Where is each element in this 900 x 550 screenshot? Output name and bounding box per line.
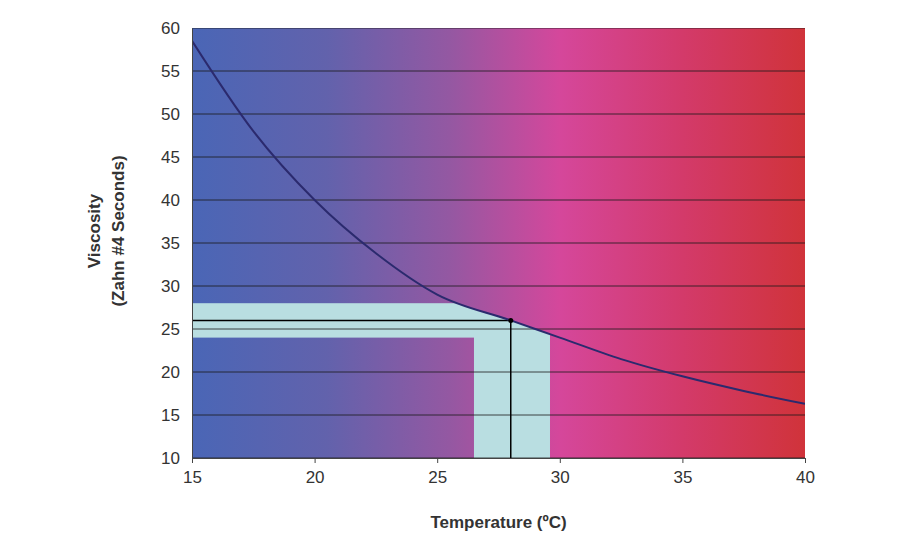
chart: 1520253035401015202530354045505560Temper… bbox=[0, 0, 900, 550]
grid-line bbox=[192, 28, 805, 29]
grid-line bbox=[192, 372, 805, 373]
tick: 35 bbox=[673, 458, 692, 487]
grid-line bbox=[192, 71, 805, 72]
tick-label: 15 bbox=[183, 468, 202, 487]
tick-label: 20 bbox=[161, 363, 180, 382]
plot: 1520253035401015202530354045505560 bbox=[161, 19, 815, 487]
tick-label: 30 bbox=[161, 277, 180, 296]
tick-label: 20 bbox=[306, 468, 325, 487]
tick-label: 35 bbox=[161, 234, 180, 253]
reference-line-horizontal bbox=[192, 320, 511, 322]
grid-line bbox=[192, 243, 805, 244]
tick-label: 50 bbox=[161, 105, 180, 124]
marks bbox=[192, 28, 805, 458]
bands bbox=[192, 303, 550, 458]
y-axis: 10 15 20 25 30 35 40 45 50 55 60 bbox=[161, 19, 192, 468]
grid-line bbox=[192, 458, 805, 459]
tick: 45 bbox=[161, 148, 192, 167]
viscosity-curve bbox=[192, 41, 805, 404]
tick: 25 bbox=[428, 458, 447, 487]
tick: 25 bbox=[161, 320, 192, 339]
grid-line bbox=[192, 329, 805, 330]
tick-label: 25 bbox=[161, 320, 180, 339]
grid-line bbox=[192, 157, 805, 158]
tick: 55 bbox=[161, 62, 192, 81]
vertical-band bbox=[474, 303, 550, 458]
x-axis: 15 20 25 30 35 40 bbox=[183, 458, 815, 487]
tick: 15 bbox=[183, 458, 202, 487]
tick: 40 bbox=[161, 191, 192, 210]
grid-line bbox=[192, 114, 805, 115]
tick-label: 40 bbox=[161, 191, 180, 210]
tick-label: 35 bbox=[673, 468, 692, 487]
tick-label: 15 bbox=[161, 406, 180, 425]
tick-label: 60 bbox=[161, 19, 180, 38]
reference-line-vertical bbox=[510, 320, 512, 458]
tick: 50 bbox=[161, 105, 192, 124]
grid-line bbox=[192, 286, 805, 287]
tick: 20 bbox=[161, 363, 192, 382]
tick-label: 55 bbox=[161, 62, 180, 81]
tick-mark bbox=[315, 458, 316, 463]
tick: 30 bbox=[161, 277, 192, 296]
tick-mark bbox=[560, 458, 561, 463]
tick-mark bbox=[682, 458, 683, 463]
tick-label: 10 bbox=[161, 449, 180, 468]
grid-line bbox=[192, 415, 805, 416]
grid-line bbox=[192, 200, 805, 201]
axis-line bbox=[193, 459, 806, 464]
tick: 20 bbox=[306, 458, 325, 487]
tick: 35 bbox=[161, 234, 192, 253]
tick-label: 40 bbox=[796, 468, 815, 487]
tick-label: 45 bbox=[161, 148, 180, 167]
tick: 60 bbox=[161, 19, 192, 38]
axis-line bbox=[192, 29, 193, 459]
tick-mark bbox=[192, 458, 193, 463]
x-axis-title: Temperature (ºC) bbox=[430, 513, 566, 532]
tick: 10 bbox=[161, 449, 192, 468]
tick-label: 30 bbox=[551, 468, 570, 487]
tick: 15 bbox=[161, 406, 192, 425]
tick: 40 bbox=[796, 458, 815, 487]
tick: 30 bbox=[551, 458, 570, 487]
reference-point bbox=[508, 318, 513, 323]
y-axis-title: (Zahn #4 Seconds) bbox=[109, 155, 128, 306]
tick-mark bbox=[437, 458, 438, 463]
y-axis-title: Viscosity bbox=[85, 193, 104, 268]
tick-mark bbox=[805, 458, 806, 463]
plot-background bbox=[192, 28, 805, 458]
tick-label: 25 bbox=[428, 468, 447, 487]
